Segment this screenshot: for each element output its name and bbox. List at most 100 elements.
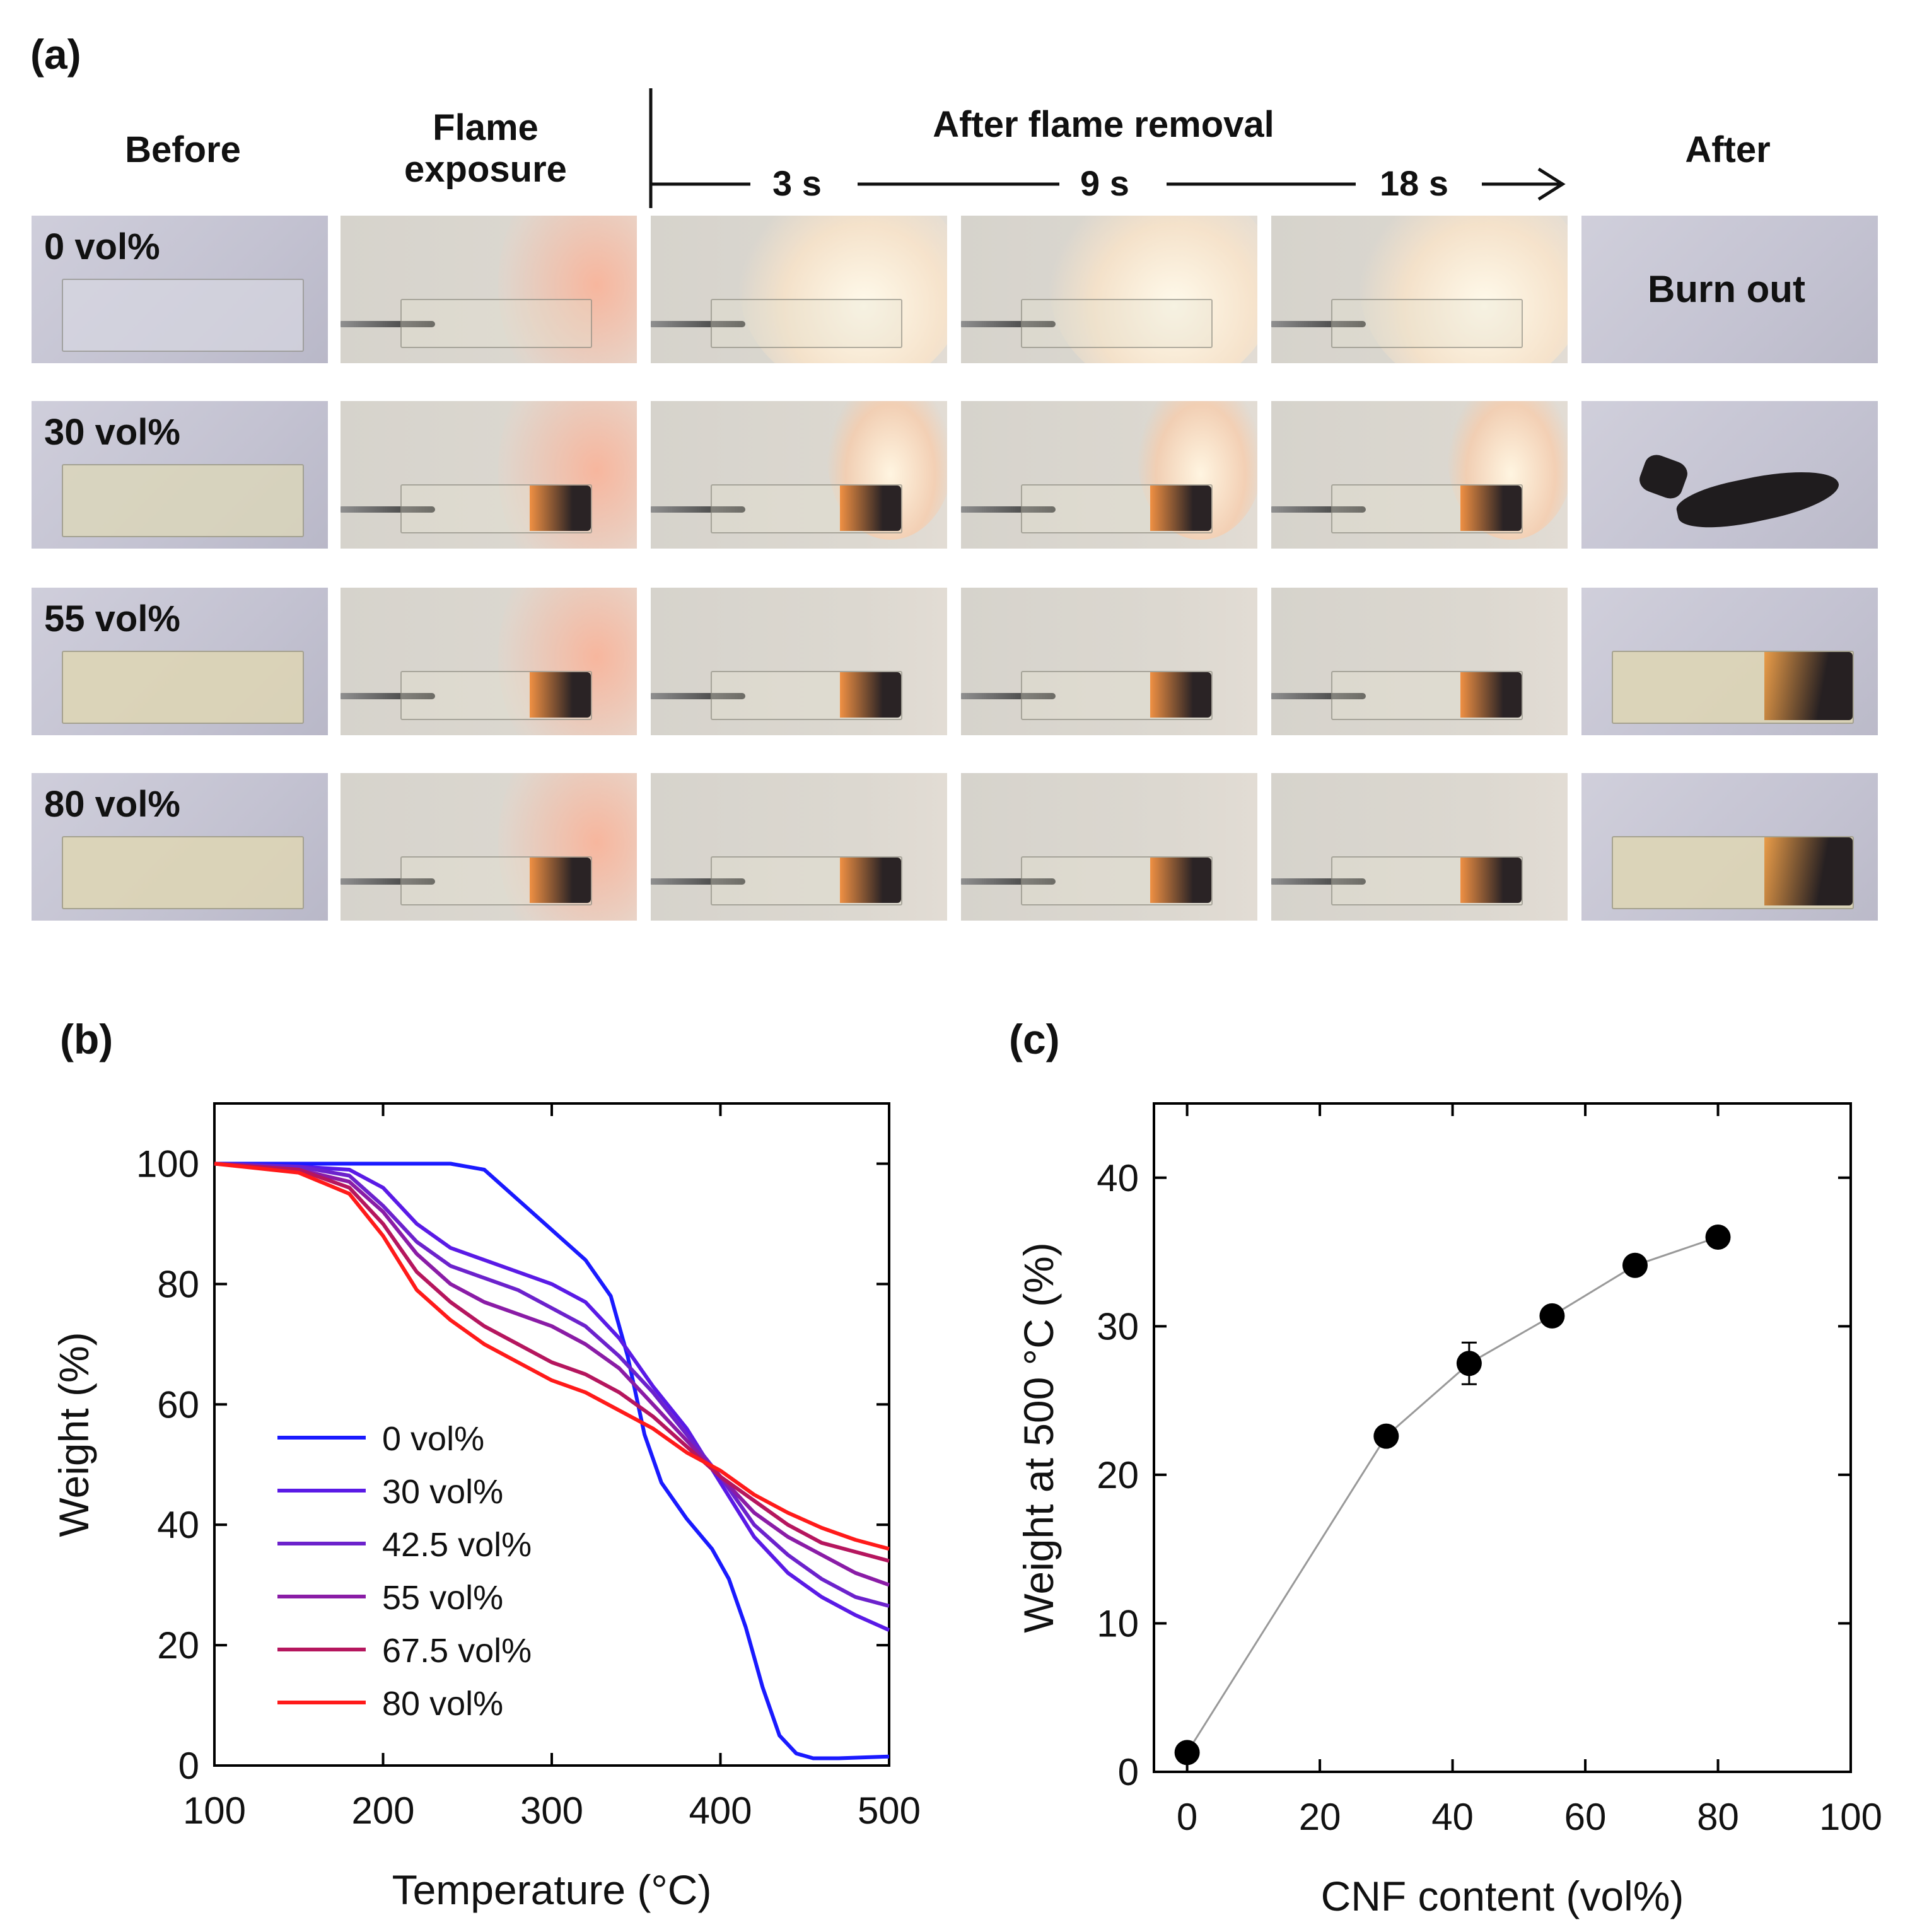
photo-r3-c0: 80 vol%: [32, 773, 328, 921]
photo-r2-c5: [1581, 588, 1878, 735]
char-region: [1150, 858, 1211, 903]
photo-r0-c3: [961, 216, 1257, 363]
legend-label-0: 0 vol%: [382, 1420, 484, 1458]
y-tick-label: 20: [1097, 1454, 1139, 1496]
header-after: After: [1685, 129, 1771, 170]
x-tick-label: 20: [1299, 1796, 1341, 1838]
photo-r2-c1: [341, 588, 637, 735]
photo-r1-c3: [961, 401, 1257, 549]
time-label-3s: 3 s: [772, 163, 822, 203]
legend-label-2: 42.5 vol%: [382, 1526, 532, 1564]
header-before: Before: [125, 129, 241, 170]
y-tick-label: 10: [1097, 1602, 1139, 1644]
y-tick-label: 40: [1097, 1157, 1139, 1199]
x-tick-label: 300: [520, 1789, 583, 1832]
sample-bar: [62, 651, 304, 724]
legend-label-3: 55 vol%: [382, 1579, 503, 1617]
trend-line: [1186, 1236, 1718, 1754]
char-region: [840, 486, 901, 531]
flame-glow: [1360, 216, 1568, 363]
header-flame-line2: exposure: [404, 149, 567, 190]
photo-r3-c3: [961, 773, 1257, 921]
tweezer: [961, 693, 1056, 699]
row-label: 0 vol%: [44, 226, 160, 267]
photo-r0-c1: [341, 216, 637, 363]
sample-bar: [1331, 299, 1523, 348]
data-point: [1456, 1351, 1482, 1376]
photo-r1-c1: [341, 401, 637, 549]
tweezer: [1271, 506, 1366, 513]
sample-bar: [711, 299, 902, 348]
tweezer: [961, 506, 1056, 513]
tweezer: [341, 321, 435, 327]
char-region: [1460, 672, 1522, 718]
time-label-9s: 9 s: [1080, 163, 1129, 203]
y-tick-label: 0: [1118, 1751, 1139, 1793]
photo-r3-c4: [1271, 773, 1568, 921]
photo-r2-c3: [961, 588, 1257, 735]
y-tick-label: 40: [157, 1504, 199, 1546]
charred-fragment: [1636, 451, 1691, 503]
y-axis-label: Weight (%): [50, 1332, 97, 1537]
y-tick-label: 80: [157, 1263, 199, 1305]
char-region: [840, 858, 901, 903]
x-tick-label: 60: [1564, 1796, 1607, 1838]
y-tick-label: 100: [136, 1143, 199, 1185]
char-region: [530, 486, 591, 531]
x-tick-label: 40: [1431, 1796, 1474, 1838]
photo-r0-c0: 0 vol%: [32, 216, 328, 363]
legend-label-4: 67.5 vol%: [382, 1632, 532, 1670]
timeline-arrow: [649, 88, 1566, 208]
y-tick-label: 60: [157, 1383, 199, 1426]
tweezer: [341, 878, 435, 885]
time-label-18s: 18 s: [1380, 163, 1448, 203]
char-region: [840, 672, 901, 718]
x-tick-label: 80: [1697, 1796, 1739, 1838]
char-region: [1764, 837, 1853, 905]
char-region: [530, 858, 591, 903]
tweezer: [961, 878, 1056, 885]
tweezer: [341, 506, 435, 513]
char-region: [530, 672, 591, 718]
sample-bar: [62, 464, 304, 537]
series-line-5: [214, 1161, 890, 1551]
photo-r1-c2: [651, 401, 947, 549]
tweezer: [651, 878, 745, 885]
header-flame-line1: Flame: [433, 107, 539, 148]
panel-a-label: (a): [30, 31, 81, 78]
photo-r3-c1: [341, 773, 637, 921]
flame-glow: [498, 216, 637, 363]
series-line-0: [214, 1161, 890, 1760]
photo-r0-c2: [651, 216, 947, 363]
y-tick-label: 30: [1097, 1305, 1139, 1347]
series-line-4: [214, 1161, 890, 1563]
tweezer: [1271, 878, 1366, 885]
data-point: [1705, 1225, 1731, 1250]
row-label: 80 vol%: [44, 784, 180, 825]
sample-bar: [62, 836, 304, 909]
tweezer: [651, 506, 745, 513]
char-region: [1150, 672, 1211, 718]
tweezer: [341, 693, 435, 699]
char-region: [1150, 486, 1211, 531]
x-axis-label: Temperature (°C): [392, 1866, 712, 1913]
photo-r2-c2: [651, 588, 947, 735]
photo-r0-c4: [1271, 216, 1568, 363]
flame-glow: [1049, 216, 1257, 363]
photo-r2-c4: [1271, 588, 1568, 735]
sample-bar: [1021, 299, 1213, 348]
legend-label-5: 80 vol%: [382, 1685, 503, 1723]
data-point: [1622, 1252, 1648, 1278]
x-tick-label: 100: [1819, 1796, 1882, 1838]
plot-frame: [213, 1102, 890, 1767]
y-tick-label: 20: [157, 1624, 199, 1667]
sample-bar: [62, 279, 304, 352]
char-region: [1460, 486, 1522, 531]
charred-residue: [1673, 460, 1843, 538]
photo-r0-c5: Burn out: [1581, 216, 1878, 363]
tweezer: [651, 321, 745, 327]
header-after-flame-removal: After flame removal: [933, 104, 1274, 145]
flame-glow: [739, 216, 947, 363]
x-tick-label: 500: [858, 1789, 921, 1832]
tweezer: [961, 321, 1056, 327]
